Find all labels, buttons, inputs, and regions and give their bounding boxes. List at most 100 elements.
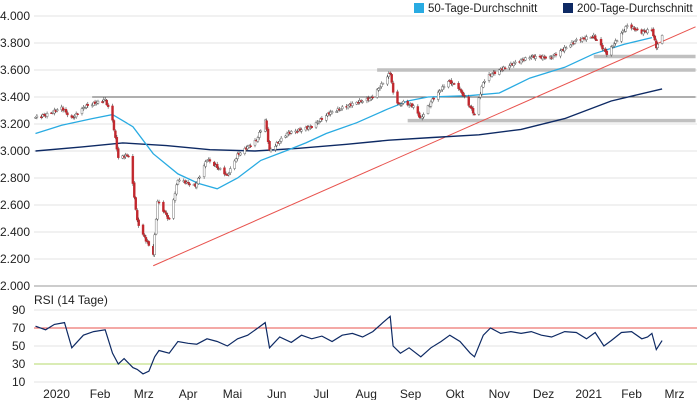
candle-body [188, 183, 191, 186]
candle-body [224, 173, 228, 175]
candle-body [378, 87, 382, 89]
candle-body [438, 90, 441, 93]
candle-body [64, 109, 68, 113]
candle-body [636, 28, 639, 31]
candle-body [477, 97, 481, 115]
candle-body [450, 80, 453, 85]
candle-body [136, 210, 139, 221]
candle-body [111, 105, 114, 121]
candle-body [35, 115, 39, 118]
candle-body [370, 97, 373, 100]
candle-body [396, 91, 399, 104]
candle-body [397, 102, 401, 105]
candle-body [124, 154, 127, 157]
x-tick-label: Dez [533, 387, 554, 400]
candle-body [439, 90, 443, 92]
ma50-line [35, 36, 653, 190]
candle-body [653, 35, 657, 41]
candle-body [480, 86, 484, 95]
chart-legend: 50-Tage-Durchschnitt 200-Tage-Durchschni… [414, 3, 694, 15]
candle-body [463, 94, 466, 97]
candle-body [74, 113, 78, 118]
candle-body [595, 39, 598, 41]
main-y-tick-label: 2.400 [0, 225, 30, 239]
rsi-y-tick-label: 30 [12, 357, 26, 371]
main-y-tick-labels: 4.000 3.800 3.600 3.400 3.200 3.000 2.800 2.600… [0, 9, 30, 293]
candle-body [186, 182, 190, 184]
candle-body [236, 153, 239, 159]
candle-body [381, 83, 385, 85]
main-y-tick-label: 3.000 [0, 144, 30, 158]
candle-body [544, 56, 547, 59]
candle-body [249, 145, 252, 147]
candle-body [284, 135, 287, 138]
ma200-line [35, 88, 663, 152]
candle-body [223, 167, 226, 175]
candle-body [614, 40, 617, 44]
legend-label-ma200: 200-Tage-Durchschnitt [577, 3, 694, 15]
candle-body [503, 67, 507, 70]
x-tick-label: Nov [489, 387, 510, 400]
legend-swatch-ma50 [414, 3, 424, 13]
candle-body [162, 201, 165, 212]
candle-body [198, 176, 201, 179]
candle-body [40, 116, 43, 118]
candle-body [80, 108, 84, 114]
candle-body [605, 50, 609, 55]
main-y-tick-label: 4.000 [0, 9, 30, 23]
x-tick-label: 2020 [43, 387, 70, 400]
candle-body [410, 103, 414, 108]
candle-body [473, 113, 476, 116]
candle-body [630, 24, 633, 29]
candle-body [115, 137, 119, 150]
candle-body [368, 98, 372, 101]
candle-body [422, 114, 425, 118]
candle-body [660, 35, 664, 44]
candle-body [141, 224, 145, 235]
x-tick-label: Feb [90, 387, 111, 400]
candle-body [554, 53, 558, 56]
candle-body [153, 234, 156, 255]
candle-body [642, 30, 645, 35]
x-tick-label: Mai [223, 387, 242, 400]
candle-body [234, 158, 238, 162]
candle-body [147, 241, 151, 246]
candle-body [426, 105, 430, 114]
main-y-tick-label: 3.600 [0, 63, 30, 77]
candle-body [314, 122, 318, 128]
candle-body [34, 117, 37, 119]
candle-body [265, 120, 268, 130]
legend-swatch-ma200 [563, 3, 573, 13]
candle-body [341, 106, 344, 110]
rsi-gridlines [34, 309, 697, 383]
rsi-y-tick-label: 70 [12, 321, 26, 335]
candle-body [442, 86, 446, 88]
candle-body [611, 46, 614, 48]
candle-body [626, 25, 629, 27]
candle-body [429, 101, 433, 107]
candlestick-series [34, 22, 664, 257]
candle-body [229, 168, 232, 174]
main-y-tick-label: 2.200 [0, 252, 30, 266]
rsi-line-series [35, 315, 663, 375]
candle-body [112, 120, 116, 131]
candle-body [157, 201, 161, 204]
candle-body [259, 130, 263, 133]
main-y-tick-label: 2.600 [0, 198, 30, 212]
candle-body [421, 116, 424, 119]
candle-body [460, 89, 463, 93]
candle-body [620, 32, 623, 42]
candle-body [441, 86, 444, 90]
chart-annotations [92, 26, 696, 267]
candle-body [143, 234, 146, 237]
candle-body [298, 128, 302, 131]
candle-body [76, 113, 79, 115]
candle-body [470, 106, 473, 109]
candle-body [351, 103, 354, 106]
candle-body [176, 180, 180, 185]
candle-body [633, 27, 636, 30]
candle-body [482, 82, 485, 88]
candle-body [493, 71, 497, 74]
